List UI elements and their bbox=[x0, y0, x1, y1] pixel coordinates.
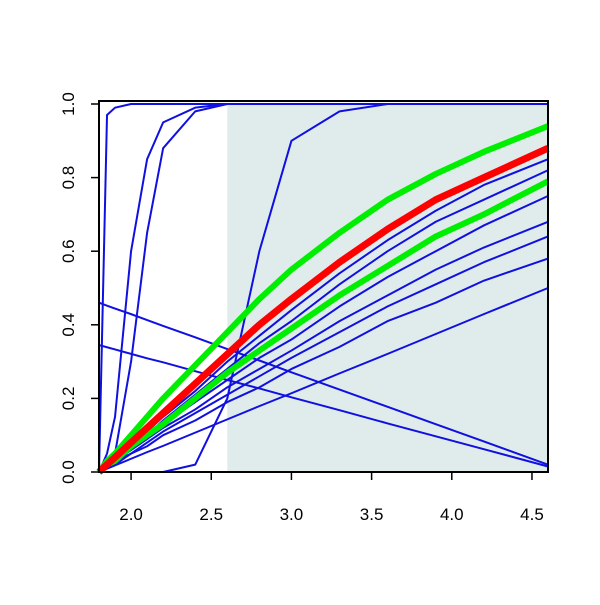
x-tick-label: 4.5 bbox=[520, 505, 544, 524]
shaded-region bbox=[227, 104, 549, 472]
data-line bbox=[96, 144, 550, 475]
y-tick-label: 0.0 bbox=[59, 460, 78, 484]
x-tick-label: 3.0 bbox=[280, 505, 304, 524]
x-tick-label: 4.0 bbox=[440, 505, 464, 524]
y-tick-label: 0.2 bbox=[59, 387, 78, 411]
y-tick-label: 0.6 bbox=[59, 239, 78, 263]
y-tick-label: 0.8 bbox=[59, 166, 78, 190]
x-tick-label: 2.0 bbox=[119, 505, 143, 524]
x-tick-label: 3.5 bbox=[360, 505, 384, 524]
plot-frame bbox=[98, 100, 549, 473]
data-line bbox=[96, 123, 550, 474]
y-tick-label: 0.4 bbox=[59, 313, 78, 337]
data-line bbox=[98, 257, 549, 473]
y-tick-label: 1.0 bbox=[59, 92, 78, 116]
data-line bbox=[98, 287, 549, 473]
x-tick-label: 2.5 bbox=[199, 505, 223, 524]
data-line bbox=[98, 301, 549, 466]
